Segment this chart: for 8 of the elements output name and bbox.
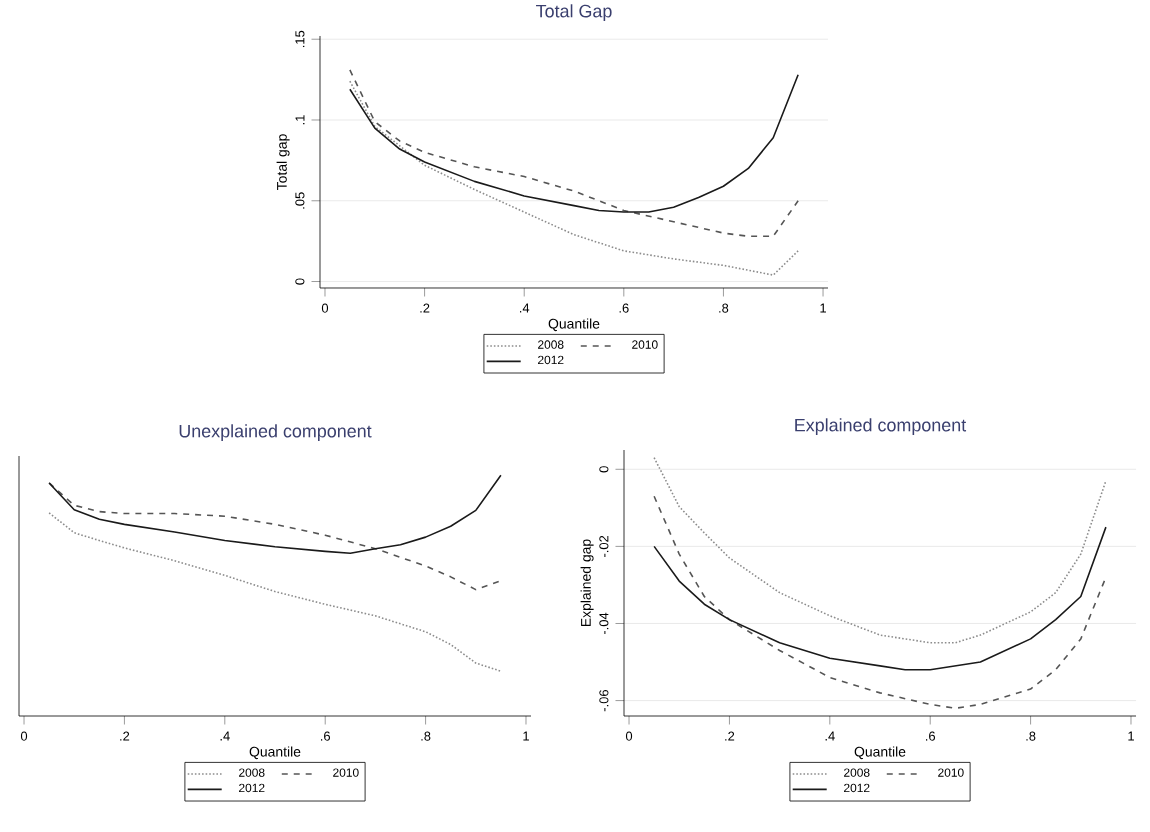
- line-series: [349, 73, 799, 213]
- line-series: [653, 495, 1107, 710]
- line-series: [653, 456, 1107, 644]
- line-series: [349, 69, 799, 238]
- chart-title: Unexplained component: [179, 424, 372, 441]
- chart-title: Total Gap: [536, 4, 612, 21]
- chart-title: Explained component: [795, 418, 967, 435]
- line-series: [653, 526, 1107, 671]
